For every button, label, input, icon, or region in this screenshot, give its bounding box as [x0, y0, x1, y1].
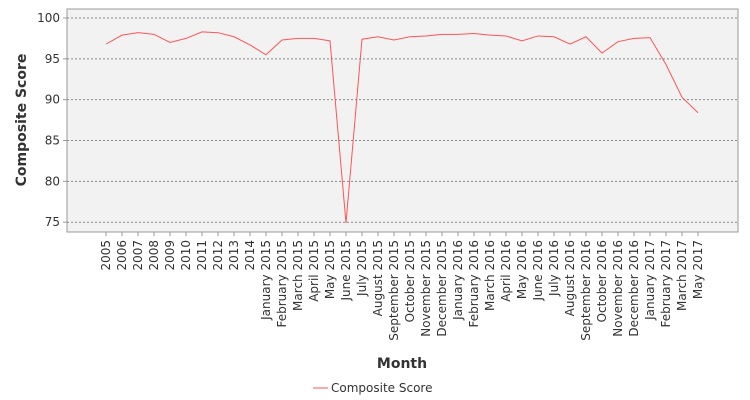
x-tick-label: January 2016: [451, 240, 465, 321]
x-tick-label: May 2017: [691, 240, 705, 299]
x-tick-label: 2011: [195, 240, 209, 271]
x-tick-label: 2007: [131, 240, 145, 271]
y-tick-label: 85: [45, 134, 60, 148]
x-tick-label: 2009: [163, 240, 177, 271]
x-tick-label: 2005: [99, 240, 113, 271]
x-tick-label: May 2016: [515, 240, 529, 299]
x-tick-label: 2012: [211, 240, 225, 271]
x-tick-label: March 2017: [675, 240, 689, 311]
y-tick-label: 80: [45, 174, 60, 188]
x-tick-label: 2006: [115, 240, 129, 271]
x-tick-label: July 2015: [355, 240, 369, 297]
line: [105, 31, 699, 224]
x-tick-label: July 2016: [547, 240, 561, 297]
x-tick-label: February 2016: [467, 240, 481, 328]
x-tick-label: September 2016: [579, 240, 593, 341]
x-tick-label: March 2015: [291, 240, 305, 311]
x-tick-label: June 2016: [531, 240, 545, 302]
x-tick-label: February 2017: [659, 240, 673, 328]
x-tick-label: 2013: [227, 240, 241, 271]
y-tick-label: 90: [45, 93, 60, 107]
x-tick-label: August 2016: [563, 240, 577, 316]
x-tick-label: 2010: [179, 240, 193, 271]
plot-area: [66, 8, 739, 233]
x-tick-label: February 2015: [275, 240, 289, 328]
x-tick-label: March 2016: [483, 240, 497, 311]
y-axis-label: Composite Score: [14, 54, 30, 187]
x-tick-label: November 2016: [611, 240, 625, 337]
legend-label: Composite Score: [331, 381, 432, 395]
y-tick-label: 100: [37, 11, 60, 25]
x-tick-label: April 2015: [307, 240, 321, 302]
x-tick-label: January 2017: [643, 240, 657, 321]
x-tick-label: 2008: [147, 240, 161, 271]
x-tick-label: June 2015: [339, 240, 353, 302]
x-tick-label: May 2015: [323, 240, 337, 299]
x-axis-label: Month: [377, 356, 427, 372]
x-tick-label: October 2015: [403, 240, 417, 322]
x-tick-label: September 2015: [387, 240, 401, 341]
x-tick-label: October 2016: [595, 240, 609, 322]
x-tick-label: 2014: [243, 240, 257, 271]
x-tick-label: December 2015: [435, 240, 449, 337]
y-tick-label: 75: [45, 215, 60, 229]
y-tick-label: 95: [45, 52, 60, 66]
x-tick-label: April 2016: [499, 240, 513, 302]
x-tick-label: August 2015: [371, 240, 385, 316]
x-tick-label: November 2015: [419, 240, 433, 337]
x-tick-label: December 2016: [627, 240, 641, 337]
x-tick-label: January 2015: [259, 240, 273, 321]
